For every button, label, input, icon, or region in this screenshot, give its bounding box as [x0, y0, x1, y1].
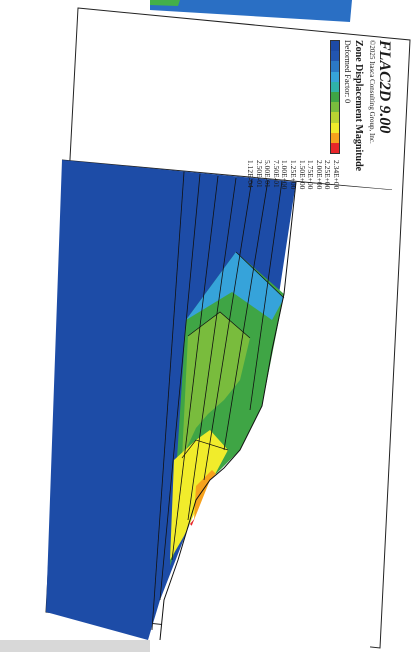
- color-swatch: [331, 71, 339, 82]
- app-title: FLAC2D 9.00: [376, 40, 393, 134]
- copyright-text: ©2025 Itasca Consulting Group, Inc.: [368, 40, 376, 144]
- legend-value: 1.75E+00: [306, 160, 316, 190]
- zone-boundary-1: [187, 311, 251, 339]
- legend-value: 5.00E-01: [263, 160, 273, 188]
- excavated-area: [160, 182, 392, 648]
- slope-outline: [159, 181, 297, 641]
- color-swatch: [331, 41, 339, 52]
- legend-panel: FLAC2D 9.00 ©2025 Itasca Consulting Grou…: [245, 40, 393, 280]
- layer-line-4: [187, 177, 237, 521]
- layer-line-3: [171, 175, 219, 561]
- deformed-factor: Deformed Factor: 0: [343, 40, 352, 104]
- layer-line-2: [159, 173, 201, 601]
- legend-scale: 2.34E+00 2.25E+00 2.00E+00 1.75E+00 1.50E+00…: [245, 40, 341, 280]
- color-swatch: [331, 102, 339, 113]
- top-strip: [150, 0, 352, 22]
- legend-divider: [61, 159, 393, 191]
- layer-line-1: [151, 171, 185, 631]
- legend-value: 1.25E+00: [289, 160, 299, 190]
- color-swatch: [331, 81, 339, 92]
- legend-value: 1.12E-04: [246, 160, 256, 188]
- zone-lightgreen: [182, 312, 250, 458]
- top-strip-green: [150, 0, 180, 6]
- plot-title: Zone Displacement Magnitude: [353, 40, 364, 172]
- color-swatch: [331, 122, 339, 133]
- color-swatch: [331, 51, 339, 62]
- color-swatch: [331, 112, 339, 123]
- legend-value: 2.34E+00: [332, 160, 341, 190]
- layer-line-6: [223, 179, 269, 451]
- color-bar: [330, 40, 340, 154]
- color-swatch: [331, 142, 339, 154]
- color-swatch: [331, 132, 339, 143]
- legend-value: 2.00E+00: [314, 160, 324, 190]
- legend-values: 2.34E+00 2.25E+00 2.00E+00 1.75E+00 1.50E+00…: [245, 160, 341, 190]
- legend-value: 7.50E-01: [271, 160, 281, 188]
- legend-value: 2.50E-01: [254, 160, 264, 188]
- legend-value: 1.50E+00: [297, 160, 307, 190]
- layer-line-5: [203, 178, 253, 481]
- legend-value: 2.25E+00: [323, 160, 333, 190]
- color-swatch: [331, 61, 339, 72]
- layer-line-7: [249, 180, 283, 411]
- color-swatch: [331, 91, 339, 103]
- zone-boundary-2: [181, 439, 229, 459]
- zone-boundary-3: [235, 251, 285, 299]
- bottom-margin: [0, 640, 150, 652]
- legend-value: 1.00E+00: [280, 160, 290, 190]
